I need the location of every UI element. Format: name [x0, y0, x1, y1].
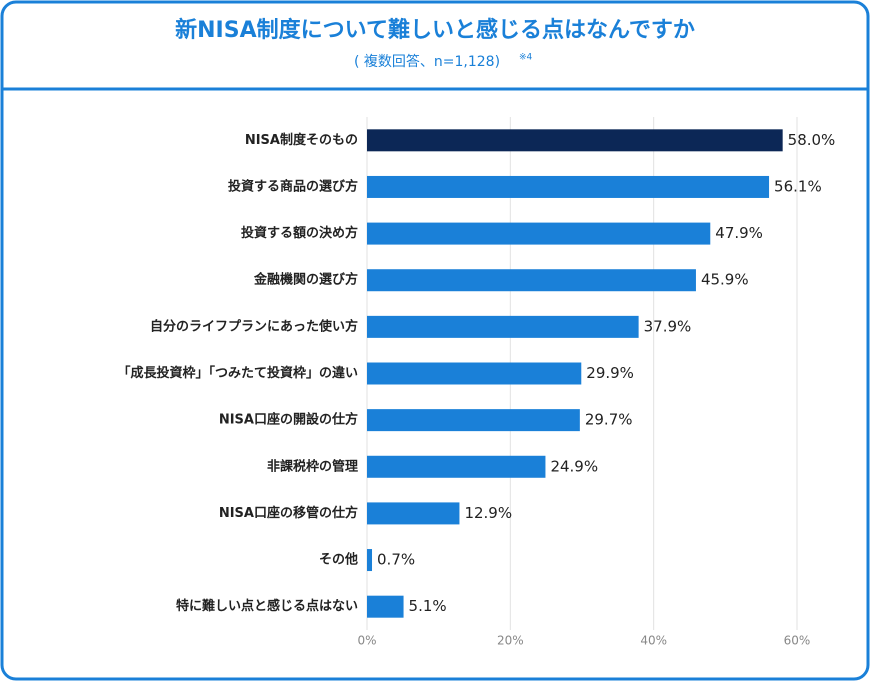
bar	[367, 362, 582, 385]
value-label: 58.0%	[788, 131, 836, 149]
chart-title: 新NISA制度について難しいと感じる点はなんですか	[175, 17, 695, 43]
bar	[367, 595, 404, 618]
x-tick-label: 40%	[640, 634, 667, 648]
value-label: 29.7%	[585, 411, 633, 429]
x-tick-label: 60%	[784, 634, 811, 648]
category-label: NISA口座の移管の仕方	[219, 505, 358, 521]
x-tick-label: 0%	[357, 634, 376, 648]
value-label: 29.9%	[586, 364, 634, 382]
category-label: 投資する商品の選び方	[228, 178, 358, 194]
value-label: 56.1%	[774, 177, 822, 195]
category-label: 投資する額の決め方	[241, 225, 358, 241]
bar	[367, 502, 460, 525]
bar	[367, 175, 770, 198]
note: ※4	[519, 53, 533, 63]
category-label: NISA制度そのもの	[245, 132, 358, 148]
category-label: 特に難しい点と感じる点はない	[176, 598, 358, 614]
category-label: 非課税枠の管理	[267, 458, 358, 474]
x-tick-label: 20%	[497, 634, 524, 648]
value-label: 5.1%	[409, 597, 447, 615]
bar	[367, 315, 639, 338]
bar	[367, 409, 580, 432]
category-label: 自分のライフプランにあった使い方	[150, 318, 358, 334]
category-label: その他	[319, 552, 358, 568]
value-label: 12.9%	[464, 504, 512, 522]
category-label: 「成長投資枠」「つみたて投資枠」の違い	[117, 365, 358, 381]
value-label: 37.9%	[644, 317, 692, 335]
value-label: 24.9%	[550, 457, 598, 475]
bar	[367, 269, 696, 292]
bar	[367, 129, 783, 152]
category-label: NISA口座の開設の仕方	[219, 412, 358, 428]
bar	[367, 549, 373, 572]
category-label: 金融機関の選び方	[253, 272, 358, 288]
bar	[367, 455, 546, 478]
value-label: 45.9%	[701, 271, 749, 289]
value-label: 47.9%	[715, 224, 763, 242]
bar	[367, 222, 711, 245]
chart-subtitle: ( 複数回答、n=1,128)	[354, 53, 500, 70]
value-label: 0.7%	[377, 551, 415, 569]
